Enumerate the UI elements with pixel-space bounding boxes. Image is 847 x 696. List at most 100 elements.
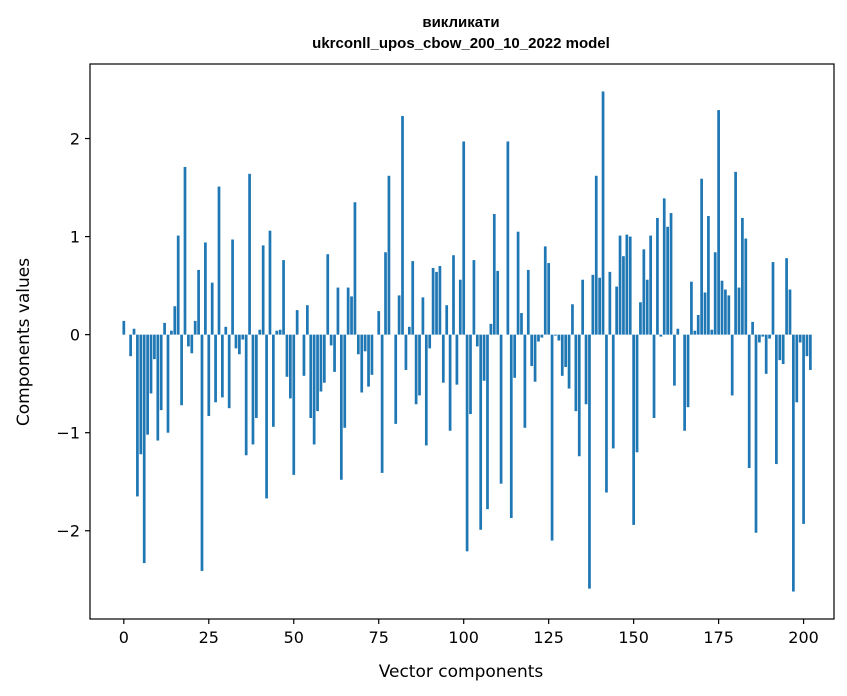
bar [356, 334, 360, 355]
bar [370, 334, 374, 375]
bar [295, 310, 299, 335]
bar [183, 166, 187, 335]
bar [771, 262, 775, 335]
bar [387, 175, 391, 335]
bar [533, 334, 537, 382]
bar [475, 334, 479, 347]
bar [734, 171, 737, 335]
y-tick-label: −2 [56, 522, 80, 541]
bar [418, 334, 421, 396]
bar [170, 330, 173, 335]
bar [778, 334, 782, 361]
bar [458, 279, 462, 335]
bar [336, 287, 340, 335]
bar [404, 334, 408, 370]
bar [217, 186, 221, 335]
bar [594, 175, 598, 335]
bar [275, 330, 279, 335]
bar [397, 295, 401, 335]
bar [265, 334, 268, 499]
bar [567, 334, 571, 389]
bar [543, 246, 547, 335]
bar [244, 334, 248, 456]
bar [554, 334, 557, 336]
bar [764, 334, 768, 374]
bar [645, 279, 649, 335]
bar [632, 334, 635, 525]
bar [669, 213, 673, 335]
plot-area-frame [89, 63, 835, 620]
bar [227, 334, 231, 409]
bar [353, 202, 357, 335]
bar [278, 329, 282, 335]
bar [407, 326, 411, 335]
bar [537, 334, 540, 342]
bar [180, 334, 183, 406]
bar [662, 198, 666, 335]
bar [363, 334, 367, 352]
bar [707, 215, 710, 335]
bar [520, 313, 523, 335]
x-tick-label: 100 [448, 628, 479, 647]
bar [690, 281, 693, 335]
bar [792, 334, 795, 592]
bar [639, 302, 642, 335]
bar [696, 315, 700, 335]
bar [574, 334, 578, 412]
bar [350, 296, 353, 335]
bar [428, 334, 432, 349]
bar [523, 334, 527, 428]
x-axis-label: Vector components [379, 662, 544, 682]
x-tick-label: 0 [119, 628, 129, 647]
bar [329, 334, 333, 346]
bar [435, 271, 438, 335]
y-axis-label: Components values [14, 258, 34, 426]
bar [261, 245, 265, 335]
bar [319, 334, 323, 392]
bars-group [122, 91, 812, 592]
bar [622, 256, 625, 335]
bar [149, 334, 153, 394]
bar [642, 249, 646, 335]
bar [268, 230, 272, 335]
bar [540, 334, 544, 338]
bar [448, 334, 452, 431]
bar [193, 320, 197, 335]
bar [200, 334, 204, 571]
bar [316, 334, 319, 412]
bar [305, 305, 309, 335]
bar [649, 235, 652, 335]
bar [506, 141, 510, 335]
bar [401, 115, 404, 335]
bar [703, 292, 707, 335]
bar [438, 266, 442, 335]
bar [710, 329, 714, 335]
bar [197, 269, 200, 335]
bar [326, 254, 330, 335]
bar [322, 334, 326, 383]
bar [656, 217, 659, 335]
chart-title-line2: ukrconll_upos_cbow_200_10_2022 model [312, 35, 610, 52]
bar [588, 334, 591, 589]
bar [312, 334, 316, 445]
bar [635, 334, 639, 453]
bar [581, 279, 585, 335]
bar [163, 322, 166, 335]
y-tick-label: 1 [70, 228, 80, 247]
y-tick-label: 2 [70, 130, 80, 149]
bar [231, 239, 234, 335]
bar [129, 334, 132, 357]
bar [414, 334, 418, 405]
bar [513, 334, 517, 378]
bar [173, 306, 177, 335]
bar [455, 334, 459, 385]
bar [795, 334, 799, 403]
bar [285, 334, 289, 377]
bar [781, 334, 785, 365]
bar [190, 334, 194, 354]
bar [788, 289, 792, 335]
bar [577, 334, 581, 457]
bar [339, 334, 343, 480]
x-tick-label: 125 [533, 628, 564, 647]
